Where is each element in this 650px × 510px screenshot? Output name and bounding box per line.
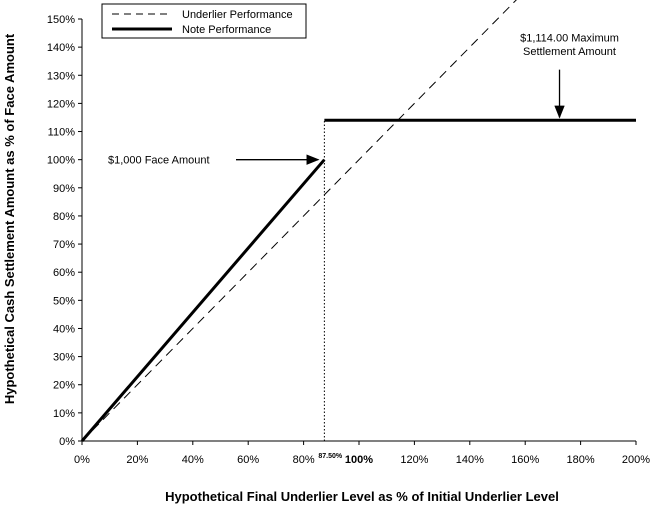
y-tick-label: 20% — [53, 380, 75, 392]
max-settlement-annotation-line2: Settlement Amount — [523, 46, 616, 58]
x-tick-label: 60% — [237, 454, 259, 466]
legend-box — [101, 3, 307, 39]
y-tick-label: 30% — [53, 352, 75, 364]
y-tick-label: 150% — [47, 14, 75, 26]
y-tick-label: 120% — [47, 98, 75, 110]
x-tick-label: 0% — [74, 454, 90, 466]
x-tick-label: 140% — [456, 454, 484, 466]
y-tick-label: 40% — [53, 323, 75, 335]
y-tick-label: 10% — [53, 408, 75, 420]
y-tick-label: 0% — [59, 436, 75, 448]
series-layer — [80, 0, 636, 442]
face-amount-annotation: $1,000 Face Amount — [108, 155, 210, 167]
y-tick-label: 130% — [47, 70, 75, 82]
series-note-segment-1 — [80, 158, 326, 442]
y-tick-label: 70% — [53, 239, 75, 251]
y-tick-label: 60% — [53, 267, 75, 279]
x-axis-ticks: 0% 20% 40% 60% 80% 100% 120% 140% 160% 180% 200% — [74, 441, 650, 466]
x-tick-label: 180% — [567, 454, 595, 466]
y-tick-label: 80% — [53, 211, 75, 223]
y-tick-label: 100% — [47, 155, 75, 167]
legend: Underlier Performance Note Performance — [101, 3, 307, 39]
y-axis-ticks: 0% 10% 20% 30% 40% 50% 60% 70% 80% 90% 100% 110% 120… — [47, 14, 82, 448]
y-axis-title: Hypothetical Cash Settlement Amount as %… — [2, 33, 17, 404]
breakpoint-label: 87.50% — [318, 453, 343, 460]
x-tick-label: 20% — [126, 454, 148, 466]
x-tick-label: 120% — [400, 454, 428, 466]
x-axis-title: Hypothetical Final Underlier Level as % … — [165, 489, 559, 504]
x-tick-label: 200% — [622, 454, 650, 466]
y-tick-label: 140% — [47, 42, 75, 54]
series-underlier-line — [82, 0, 517, 441]
x-tick-label: 40% — [182, 454, 204, 466]
y-tick-label: 90% — [53, 183, 75, 195]
x-tick-label: 100% — [345, 454, 373, 466]
y-tick-label: 50% — [53, 295, 75, 307]
legend-label-note: Note Performance — [182, 24, 271, 36]
x-tick-label: 80% — [293, 454, 315, 466]
max-settlement-annotation-line1: $1,114.00 Maximum — [520, 33, 619, 45]
y-tick-label: 110% — [48, 127, 76, 139]
legend-label-underlier: Underlier Performance — [182, 9, 293, 21]
x-tick-label: 160% — [511, 454, 539, 466]
